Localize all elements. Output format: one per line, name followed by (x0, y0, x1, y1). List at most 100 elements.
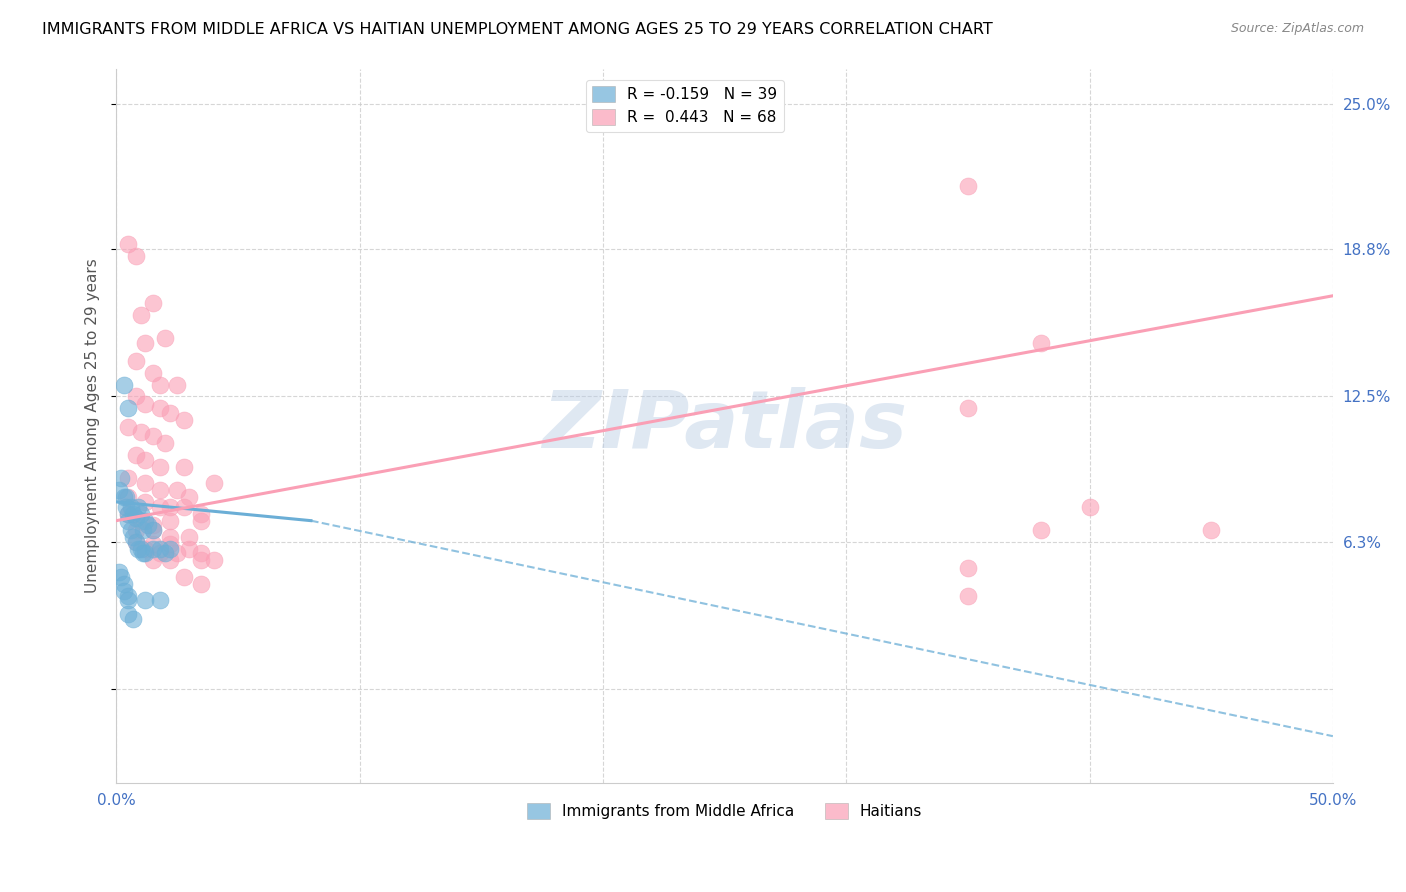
Point (134, 495, 156, 509)
Point (1029, 523, 1052, 537)
Point (125, 534, 148, 549)
Point (110, 471, 132, 485)
Point (107, 483, 129, 498)
Point (134, 514, 156, 528)
Point (122, 530, 145, 544)
Point (129, 425, 152, 439)
Point (179, 490, 201, 504)
Point (129, 514, 152, 528)
Point (166, 377, 188, 392)
Text: Source: ZipAtlas.com: Source: ZipAtlas.com (1230, 22, 1364, 36)
Point (956, 560, 979, 574)
Point (149, 593, 172, 607)
Point (142, 295, 165, 310)
Point (107, 565, 129, 579)
Point (159, 406, 181, 420)
Point (179, 530, 201, 544)
Point (149, 483, 172, 498)
Point (129, 541, 152, 556)
Point (142, 523, 165, 537)
Point (173, 413, 195, 427)
Point (125, 390, 148, 404)
Point (112, 490, 135, 504)
Point (956, 589, 979, 603)
Point (190, 546, 212, 560)
Point (173, 459, 195, 474)
Point (166, 546, 188, 560)
Point (122, 507, 145, 521)
Point (125, 448, 148, 462)
Point (190, 507, 212, 521)
Point (202, 553, 225, 567)
Point (125, 249, 148, 263)
Point (202, 476, 225, 491)
Point (179, 541, 201, 556)
Point (142, 553, 165, 567)
Point (117, 607, 139, 622)
Point (117, 401, 139, 416)
Point (190, 514, 212, 528)
Point (159, 541, 181, 556)
Point (142, 366, 165, 380)
Point (153, 546, 176, 560)
Point (134, 452, 156, 467)
Point (149, 459, 172, 474)
Point (149, 541, 172, 556)
Point (117, 507, 139, 521)
Point (120, 523, 142, 537)
Point (153, 436, 176, 450)
Point (125, 511, 148, 525)
Point (142, 523, 165, 537)
Point (142, 429, 165, 443)
Point (117, 507, 139, 521)
Point (134, 476, 156, 491)
Point (120, 500, 142, 514)
Legend: Immigrants from Middle Africa, Haitians: Immigrants from Middle Africa, Haitians (520, 797, 928, 825)
Point (159, 500, 181, 514)
Point (115, 490, 138, 504)
Point (112, 377, 135, 392)
Point (110, 570, 132, 584)
Point (134, 396, 156, 410)
Point (134, 541, 156, 556)
Point (117, 514, 139, 528)
Point (153, 331, 176, 345)
Point (127, 500, 149, 514)
Point (129, 308, 152, 322)
Point (117, 490, 139, 504)
Point (134, 335, 156, 350)
Text: ZIPatlas: ZIPatlas (543, 387, 907, 465)
Point (166, 483, 188, 498)
Point (1078, 500, 1101, 514)
Point (142, 537, 165, 551)
Point (173, 500, 195, 514)
Point (125, 523, 148, 537)
Point (159, 514, 181, 528)
Point (190, 553, 212, 567)
Point (134, 546, 156, 560)
Point (129, 507, 152, 521)
Point (149, 401, 172, 416)
Point (107, 50, 129, 64)
Point (132, 546, 155, 560)
Point (115, 500, 138, 514)
Point (112, 583, 135, 598)
Point (159, 537, 181, 551)
Point (149, 546, 172, 560)
Point (142, 518, 165, 533)
Y-axis label: Unemployment Among Ages 25 to 29 years: Unemployment Among Ages 25 to 29 years (86, 259, 100, 593)
Point (122, 612, 145, 626)
Point (127, 541, 149, 556)
Point (1029, 335, 1052, 350)
Point (136, 518, 159, 533)
Point (112, 577, 135, 591)
Point (117, 589, 139, 603)
Text: IMMIGRANTS FROM MIDDLE AFRICA VS HAITIAN UNEMPLOYMENT AMONG AGES 25 TO 29 YEARS : IMMIGRANTS FROM MIDDLE AFRICA VS HAITIAN… (42, 22, 993, 37)
Point (134, 593, 156, 607)
Point (132, 523, 155, 537)
Point (142, 541, 165, 556)
Point (956, 401, 979, 416)
Point (125, 534, 148, 549)
Point (125, 354, 148, 368)
Point (956, 178, 979, 193)
